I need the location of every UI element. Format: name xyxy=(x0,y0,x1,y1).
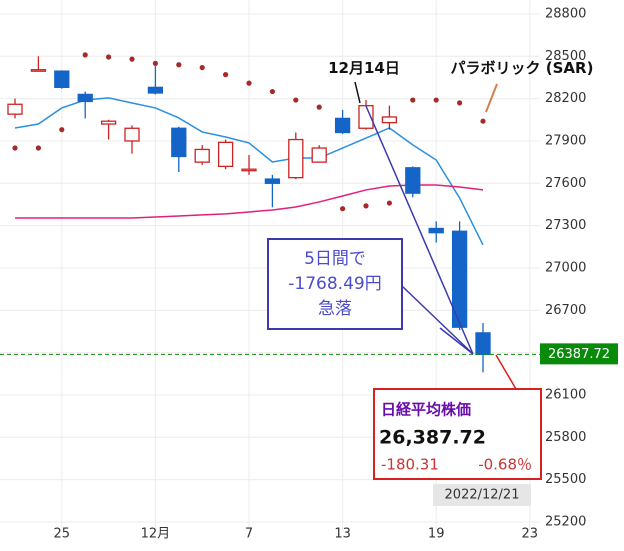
info-pointer xyxy=(495,354,517,390)
candle-body xyxy=(381,116,398,124)
x-tick-label: 25 xyxy=(54,527,71,542)
sar-dot xyxy=(410,97,416,103)
overlays xyxy=(12,52,486,246)
sar-dot xyxy=(480,118,486,124)
candle-body xyxy=(334,117,351,134)
candle-body xyxy=(241,168,257,172)
y-tick-label: 26100 xyxy=(545,387,586,402)
sar-dot xyxy=(176,62,182,68)
sar-dot xyxy=(246,80,252,86)
candle-body xyxy=(54,70,70,88)
y-tick-label: 25500 xyxy=(545,472,586,487)
sar-dot xyxy=(433,97,439,103)
candle-body xyxy=(217,141,234,168)
y-tick-label: 28200 xyxy=(545,91,586,106)
y-tick-label: 25800 xyxy=(545,430,586,445)
sar-dot xyxy=(363,203,369,209)
info-change-pct: -0.68％ xyxy=(478,456,532,474)
sar-dot xyxy=(223,72,229,78)
callout-text: 5日間で xyxy=(304,249,366,269)
callout-pointer xyxy=(401,285,474,355)
date-badge xyxy=(433,484,531,506)
sar-dot xyxy=(106,54,112,60)
y-tick-label: 27900 xyxy=(545,133,586,148)
candle-body xyxy=(311,147,327,163)
sar-dot xyxy=(293,97,299,103)
info-box xyxy=(373,388,542,480)
callout-box xyxy=(267,238,403,330)
y-tick-label: 26700 xyxy=(545,303,586,318)
moving-average-line xyxy=(14,97,484,246)
sar-dot xyxy=(386,200,392,206)
sar-dot xyxy=(199,64,205,71)
info-name: 日経平均株価 xyxy=(381,401,471,419)
moving-average-line xyxy=(15,184,484,219)
y-tick-label: 28500 xyxy=(545,49,586,64)
y-tick-label: 27300 xyxy=(545,218,586,233)
x-tick-label: 23 xyxy=(522,527,539,542)
callout-pointer xyxy=(365,105,474,355)
candle-body xyxy=(194,148,210,163)
callout-pointer xyxy=(439,327,474,355)
candle-body xyxy=(77,93,93,103)
candle-body xyxy=(30,69,47,72)
last-price-badge xyxy=(540,343,618,365)
sar-label: パラボリック (SAR) xyxy=(451,59,594,77)
x-tick-label: 19 xyxy=(428,527,445,542)
x-tick-label: 7 xyxy=(245,527,253,542)
candle-body xyxy=(264,178,281,184)
callout-text: 急落 xyxy=(318,299,352,319)
sar-dot xyxy=(82,52,88,58)
candle-body xyxy=(428,227,444,234)
last-price-label: 26387.72 xyxy=(548,347,610,362)
sar-dot xyxy=(152,60,158,66)
sar-pointer xyxy=(485,83,498,113)
candle-body xyxy=(358,105,374,129)
sar-dot xyxy=(12,145,18,151)
y-tick-label: 28800 xyxy=(545,6,586,21)
y-tick-label: 25200 xyxy=(545,514,586,529)
sar-dot xyxy=(269,88,275,95)
candle-body xyxy=(171,127,187,158)
x-tick-label: 12月 xyxy=(141,527,171,542)
candle-body xyxy=(7,103,23,115)
y-tick-label: 27000 xyxy=(545,260,586,275)
date-annotation: 12月14日 xyxy=(328,59,400,77)
candle-body xyxy=(147,86,164,94)
candle-body xyxy=(475,332,491,356)
x-tick-label: 13 xyxy=(334,527,351,542)
sar-dot xyxy=(59,127,65,133)
annotation-pointer xyxy=(354,81,361,104)
sar-dot xyxy=(340,206,346,212)
sar-dot xyxy=(316,104,322,110)
candle-body xyxy=(100,120,117,125)
candle-body xyxy=(124,127,140,142)
sar-dot xyxy=(35,145,42,151)
candle-body xyxy=(451,230,468,328)
info-price: 26,387.72 xyxy=(379,427,486,449)
candle-body xyxy=(405,167,421,194)
callout-text: -1768.49円 xyxy=(288,274,381,294)
sar-dot xyxy=(457,100,463,106)
y-tick-label: 27600 xyxy=(545,176,586,191)
info-change: -180.31 xyxy=(381,456,439,474)
info-date: 2022/12/21 xyxy=(445,488,520,503)
sar-dot xyxy=(129,56,135,62)
candle-body xyxy=(288,138,304,179)
